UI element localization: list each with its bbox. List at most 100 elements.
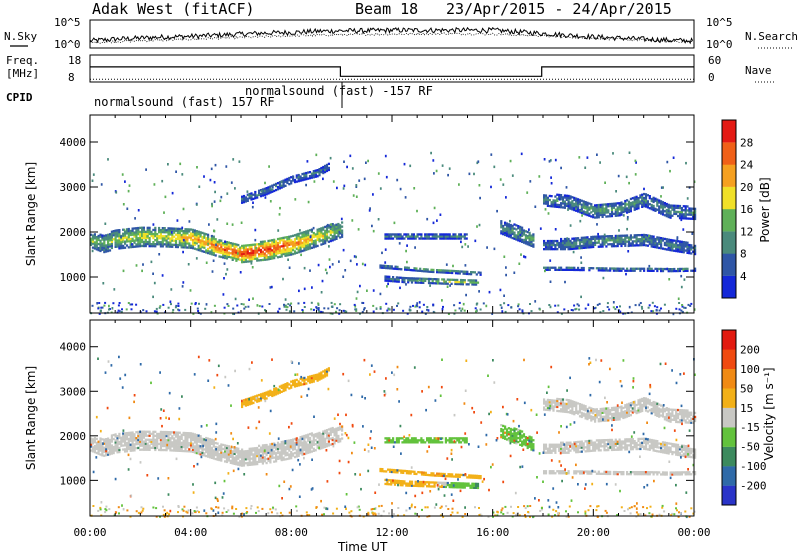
echo-cell: [191, 234, 195, 238]
echo-cell: [90, 441, 93, 444]
echo-cell: [133, 437, 136, 440]
echo-cell: [173, 227, 176, 230]
echo-cell: [161, 444, 164, 448]
echo-cell: [288, 383, 291, 386]
echo-cell: [103, 240, 106, 244]
echo-cell: [227, 245, 230, 248]
echo-cell: [431, 481, 434, 484]
echo-cell: [137, 440, 140, 444]
echo-cell: [208, 456, 212, 459]
echo-cell: [316, 238, 319, 241]
echo-cell: [318, 374, 321, 377]
echo-cell: [675, 269, 678, 273]
echo-cell: [407, 482, 410, 485]
echo-cell: [93, 445, 96, 448]
echo-cell: [563, 196, 566, 199]
echo-cell: [161, 438, 164, 442]
echo-cell: [620, 234, 623, 237]
echo-cell: [409, 472, 412, 475]
cpid-text-2: normalsound (fast) -157 RF: [245, 84, 433, 98]
echo-cell: [532, 245, 535, 248]
echo-cell: [120, 438, 123, 441]
echo-cell: [660, 267, 663, 271]
echo-cell: [203, 240, 206, 243]
echo-cell: [658, 207, 661, 210]
noise-cell: [387, 282, 389, 286]
noise-cell: [315, 174, 318, 177]
echo-cell: [327, 434, 330, 437]
echo-cell: [473, 484, 476, 487]
echo-cell: [500, 434, 503, 437]
noise-cell: [205, 303, 208, 306]
echo-cell: [325, 233, 329, 236]
echo-cell: [513, 441, 516, 444]
echo-cell: [424, 268, 427, 271]
echo-cell: [103, 250, 106, 254]
ground-scatter-cell: [396, 304, 398, 307]
echo-cell: [622, 240, 625, 243]
echo-cell: [554, 243, 557, 247]
echo-cell: [178, 241, 181, 245]
echo-cell: [267, 457, 270, 460]
echo-cell: [436, 271, 439, 274]
echo-cell: [643, 196, 646, 200]
echo-cell: [386, 481, 389, 484]
echo-cell: [276, 188, 280, 191]
echo-cell: [222, 443, 225, 447]
echo-cell: [208, 450, 212, 453]
echo-cell: [511, 230, 514, 234]
nsearch-tick-bottom: 10^0: [706, 38, 733, 51]
echo-cell: [544, 266, 548, 269]
echo-cell: [431, 439, 434, 442]
echo-cell: [561, 206, 565, 209]
echo-cell: [456, 439, 459, 442]
echo-cell: [288, 239, 291, 242]
echo-cell: [325, 445, 329, 448]
ground-scatter-cell: [91, 304, 94, 307]
echo-cell: [295, 235, 298, 238]
noise-cell: [175, 170, 177, 173]
echo-cell: [263, 452, 266, 455]
echo-cell: [137, 430, 140, 434]
echo-cell: [507, 427, 510, 430]
echo-cell: [129, 243, 132, 247]
echo-cell: [597, 237, 600, 240]
echo-cell: [144, 434, 147, 437]
echo-cell: [224, 460, 227, 463]
cpid-label: CPID: [6, 91, 33, 104]
echo-cell: [578, 245, 582, 248]
echo-cell: [288, 453, 291, 456]
echo-cell: [95, 242, 98, 245]
echo-cell: [584, 211, 587, 214]
echo-cell: [186, 440, 189, 443]
echo-cell: [278, 451, 281, 454]
echo-cell: [108, 451, 112, 454]
echo-cell: [258, 393, 261, 397]
echo-cell: [316, 379, 319, 382]
echo-cell: [505, 428, 509, 431]
echo-cell: [473, 476, 476, 479]
echo-cell: [532, 233, 535, 236]
echo-cell: [176, 431, 179, 434]
echo-cell: [656, 236, 659, 239]
echo-cell: [558, 266, 561, 269]
echo-cell: [310, 230, 313, 233]
echo-cell: [131, 443, 134, 446]
echo-cell: [131, 439, 134, 442]
noise-cell: [548, 160, 551, 163]
echo-cell: [309, 447, 312, 450]
echo-cell: [110, 444, 113, 447]
echo-cell: [588, 242, 591, 245]
echo-cell: [660, 243, 663, 246]
echo-cell: [307, 439, 310, 442]
echo-cell: [684, 205, 687, 208]
echo-cell: [658, 238, 661, 241]
echo-cell: [432, 472, 435, 475]
echo-cell: [144, 442, 147, 445]
echo-cell: [616, 202, 619, 205]
echo-cell: [448, 280, 451, 283]
echo-cell: [254, 243, 257, 246]
noise-cell: [626, 218, 629, 221]
echo-cell: [426, 481, 429, 484]
noise-cell: [399, 187, 402, 191]
